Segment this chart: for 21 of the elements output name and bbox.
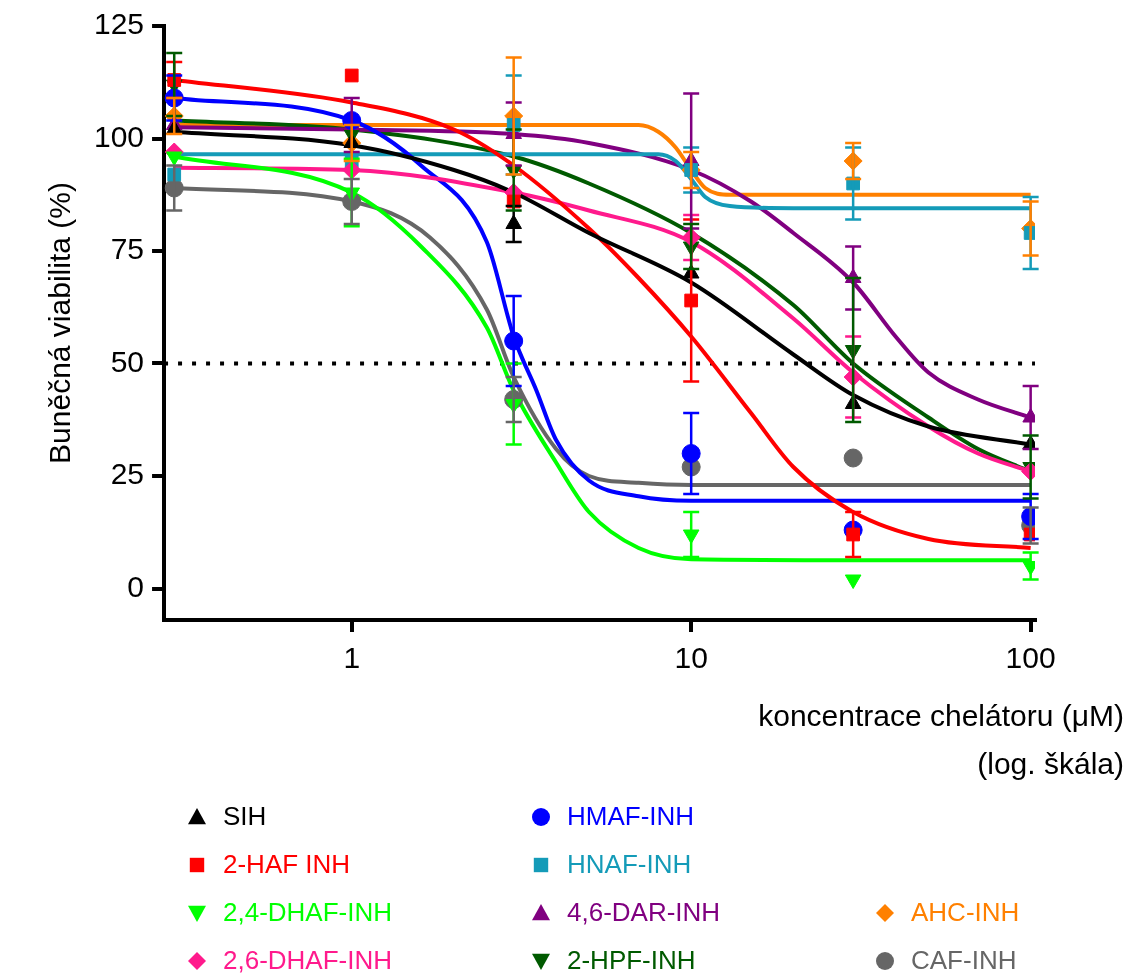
legend-label: HMAF-INH: [567, 801, 695, 832]
y-tick-label: 125: [93, 7, 145, 41]
legend-label: 2-HAF INH: [223, 849, 351, 880]
y-tick-label: 75: [110, 232, 145, 266]
legend-label: SIH: [223, 801, 267, 832]
y-tick-label: 0: [127, 569, 145, 603]
legend-label: 2,4-DHAF-INH: [223, 897, 393, 928]
legend-label: AHC-INH: [911, 897, 1020, 928]
x-tick-label: 1: [343, 641, 361, 675]
legend-label: 4,6-DAR-INH: [567, 897, 721, 928]
y-tick-label: 100: [93, 119, 145, 153]
legend-label: 2-HPF-INH: [567, 945, 696, 976]
x-axis-title: koncentrace chelátoru (μM) (log. škála): [758, 699, 1124, 781]
x-tick-label: 100: [1005, 641, 1056, 675]
legend-label: CAF-INH: [911, 945, 1017, 976]
y-tick-label: 50: [110, 344, 145, 378]
x-tick-label: 10: [674, 641, 708, 675]
legend-label: 2,6-DHAF-INH: [223, 945, 393, 976]
y-axis-title: Buněčná viabilita (%): [43, 182, 77, 464]
y-tick-label: 25: [110, 457, 145, 491]
legend-label: HNAF-INH: [567, 849, 692, 880]
